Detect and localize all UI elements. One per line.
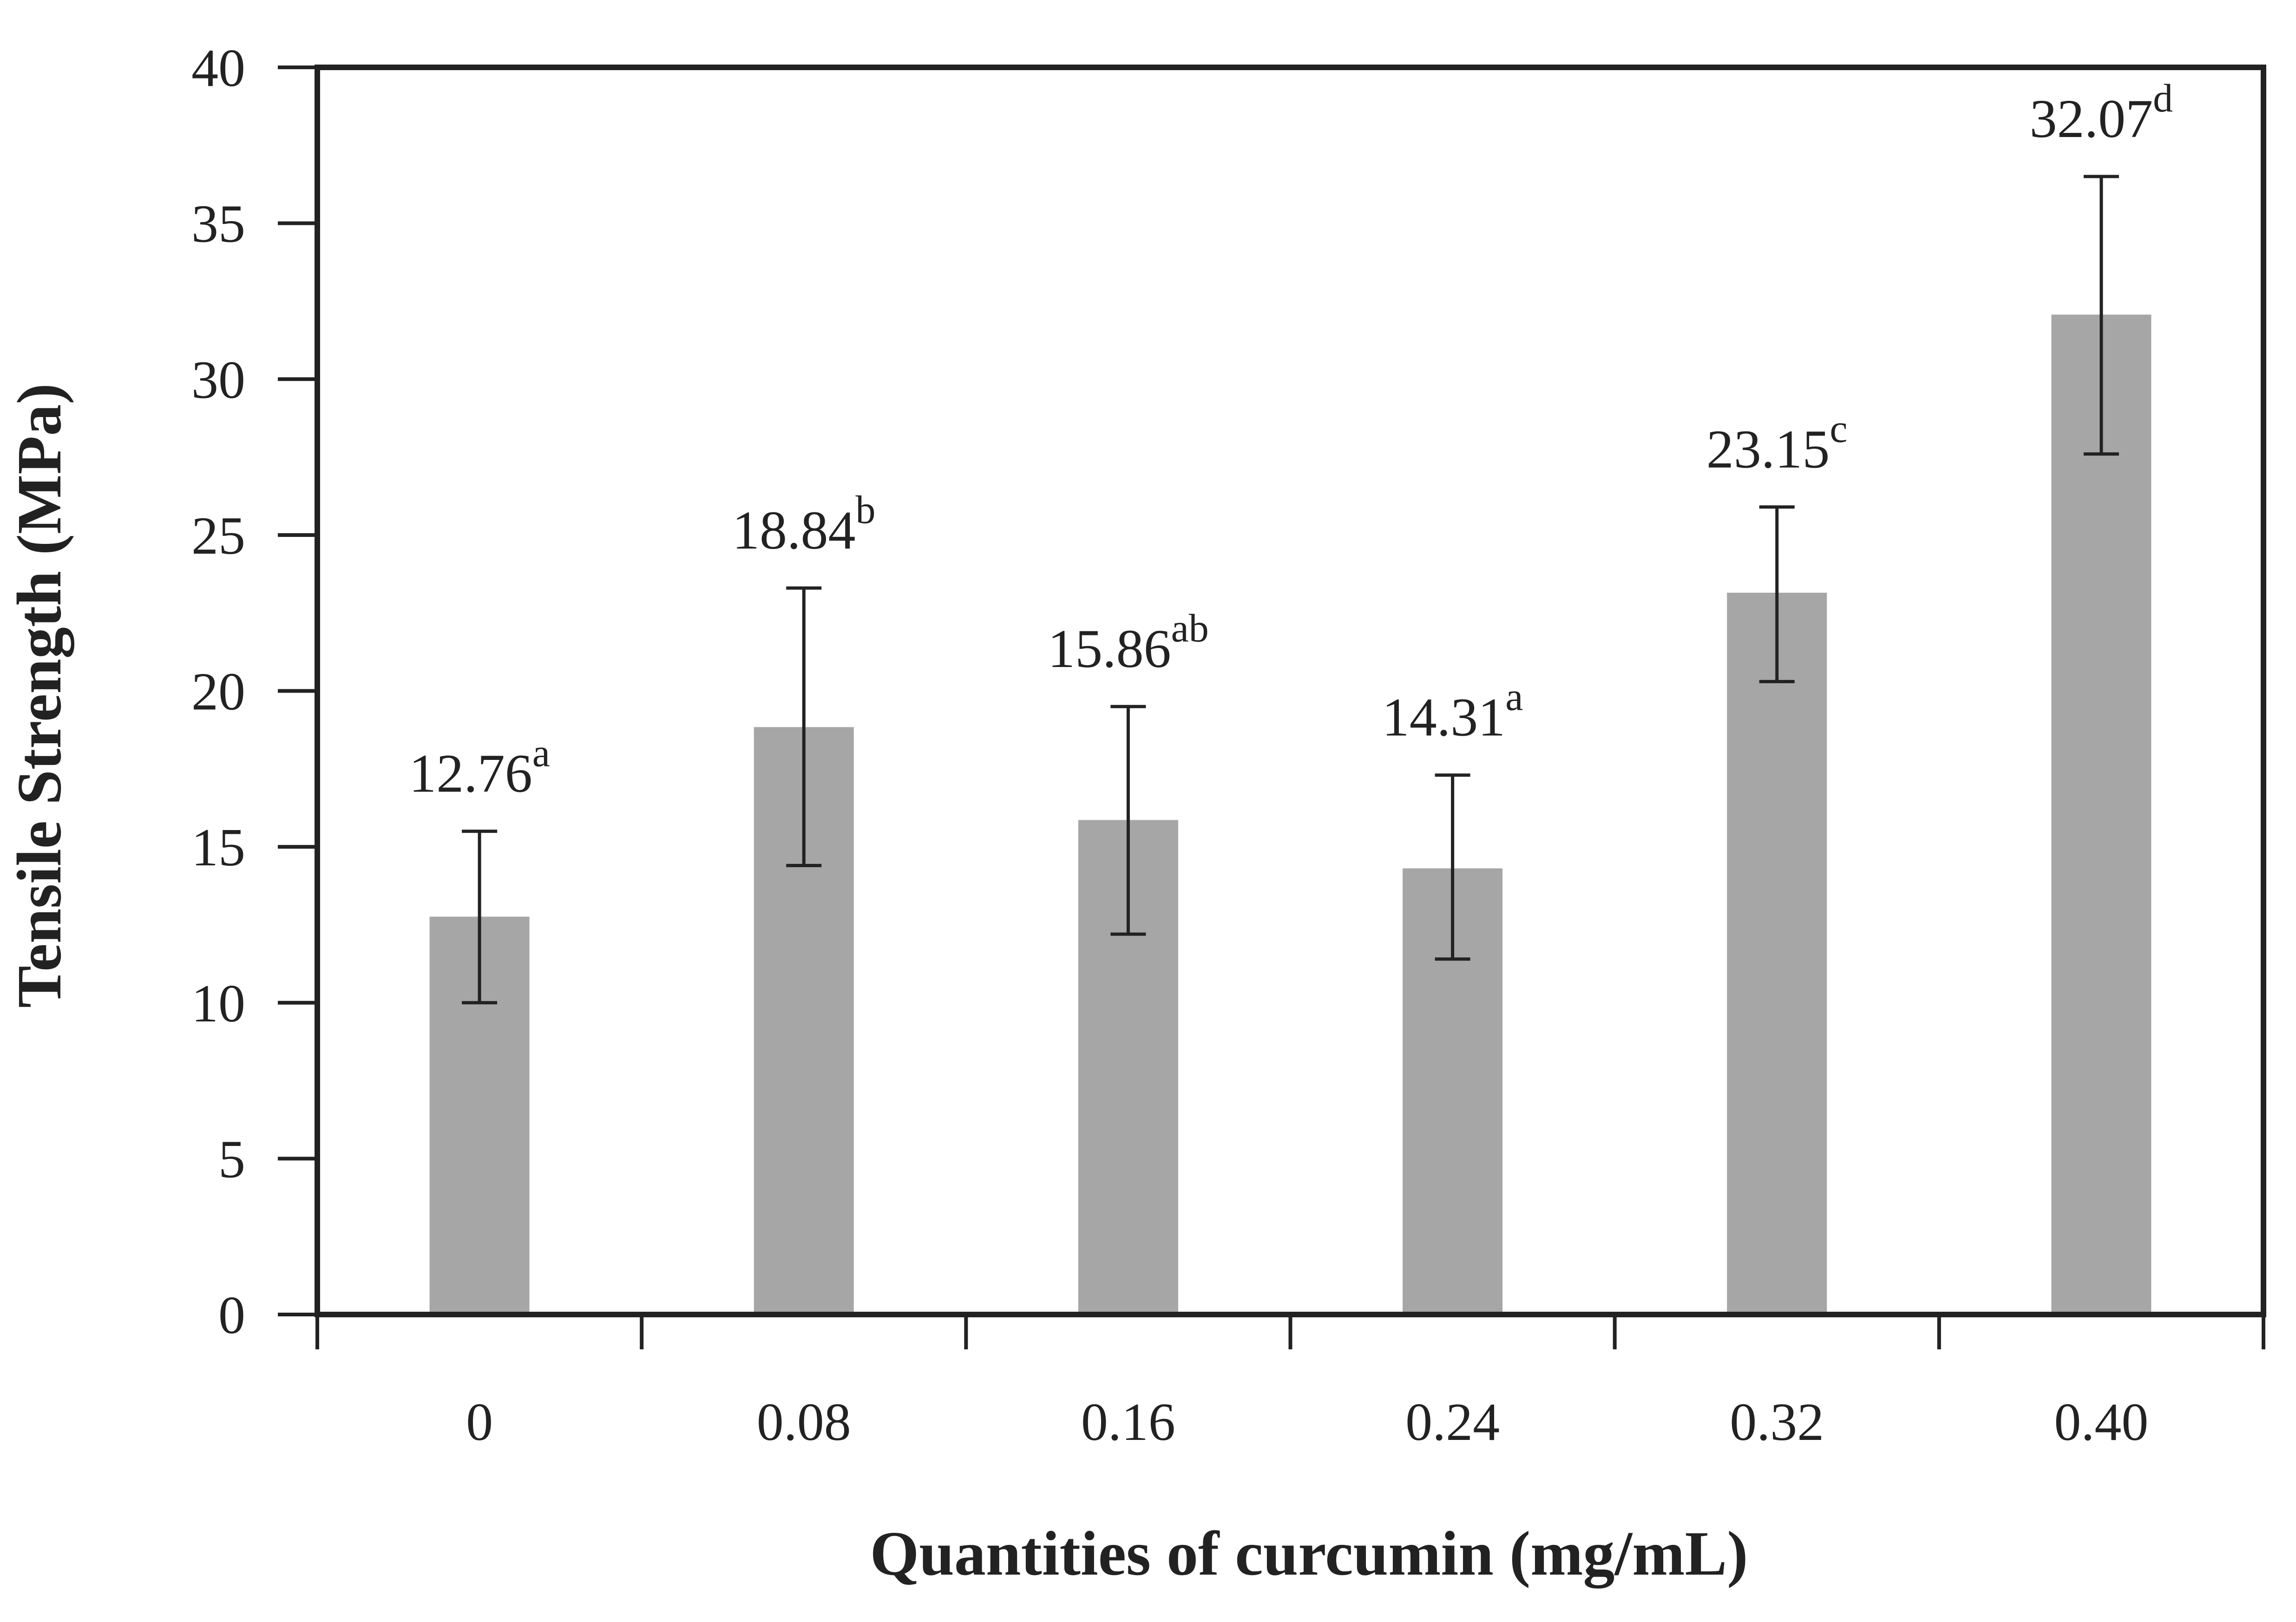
bars-layer [429, 314, 2152, 1315]
x-tick-label: 0.40 [2054, 1393, 2148, 1452]
y-tick-label: 25 [191, 506, 245, 566]
y-tick-label: 20 [191, 662, 245, 722]
significance-letter: a [532, 731, 550, 775]
error-bars-layer [462, 175, 2119, 1005]
significance-letter: c [1830, 406, 1847, 451]
y-tick-label: 40 [191, 39, 245, 98]
value-label-number: 15.86 [1048, 618, 1171, 679]
value-label-number: 12.76 [409, 743, 532, 804]
y-tick-label: 30 [191, 350, 245, 410]
plot-frame [315, 65, 2266, 1317]
bar-0.40 [2051, 314, 2152, 1315]
value-label: 18.84b [732, 487, 876, 561]
value-label: 23.15c [1706, 406, 1848, 479]
value-label-number: 32.07 [2030, 88, 2153, 149]
y-tick-label: 15 [191, 818, 245, 877]
value-label-number: 14.31 [1382, 687, 1506, 748]
x-tick-label: 0.24 [1405, 1393, 1500, 1452]
x-tick-label: 0.08 [757, 1393, 851, 1452]
y-tick-label: 35 [191, 195, 245, 254]
value-label: 14.31a [1382, 674, 1523, 748]
value-label: 32.07d [2030, 76, 2173, 149]
y-tick-label: 5 [218, 1130, 245, 1189]
significance-letter: a [1505, 674, 1523, 719]
value-label: 15.86ab [1048, 606, 1209, 679]
x-tick-label: 0.32 [1730, 1393, 1824, 1452]
value-label-number: 23.15 [1706, 419, 1830, 479]
y-tick-label: 10 [191, 974, 245, 1033]
y-axis-title: Tensile Strength (MPa) [5, 383, 74, 1008]
bar-0.32 [1727, 593, 1827, 1315]
x-tick-label: 0 [466, 1393, 493, 1452]
x-tick-label: 0.16 [1081, 1393, 1175, 1452]
significance-letter: b [856, 487, 876, 532]
value-label-number: 18.84 [732, 500, 856, 561]
y-tick-label: 0 [218, 1286, 245, 1345]
significance-letter: d [2153, 76, 2173, 120]
value-label: 12.76a [409, 731, 550, 804]
axes-layer: 0 5 10 15 20 25 30 35 40 0 0.08 0.16 0.24 0.32 0.40 [191, 39, 2265, 1452]
significance-letter: ab [1171, 606, 1209, 650]
x-axis-title: Quantities of curcumin (mg/mL) [870, 1519, 1748, 1589]
